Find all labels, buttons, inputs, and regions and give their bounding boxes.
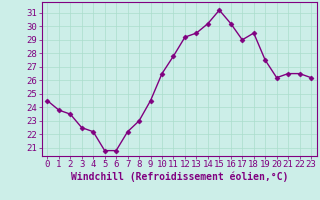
X-axis label: Windchill (Refroidissement éolien,°C): Windchill (Refroidissement éolien,°C) (70, 172, 288, 182)
